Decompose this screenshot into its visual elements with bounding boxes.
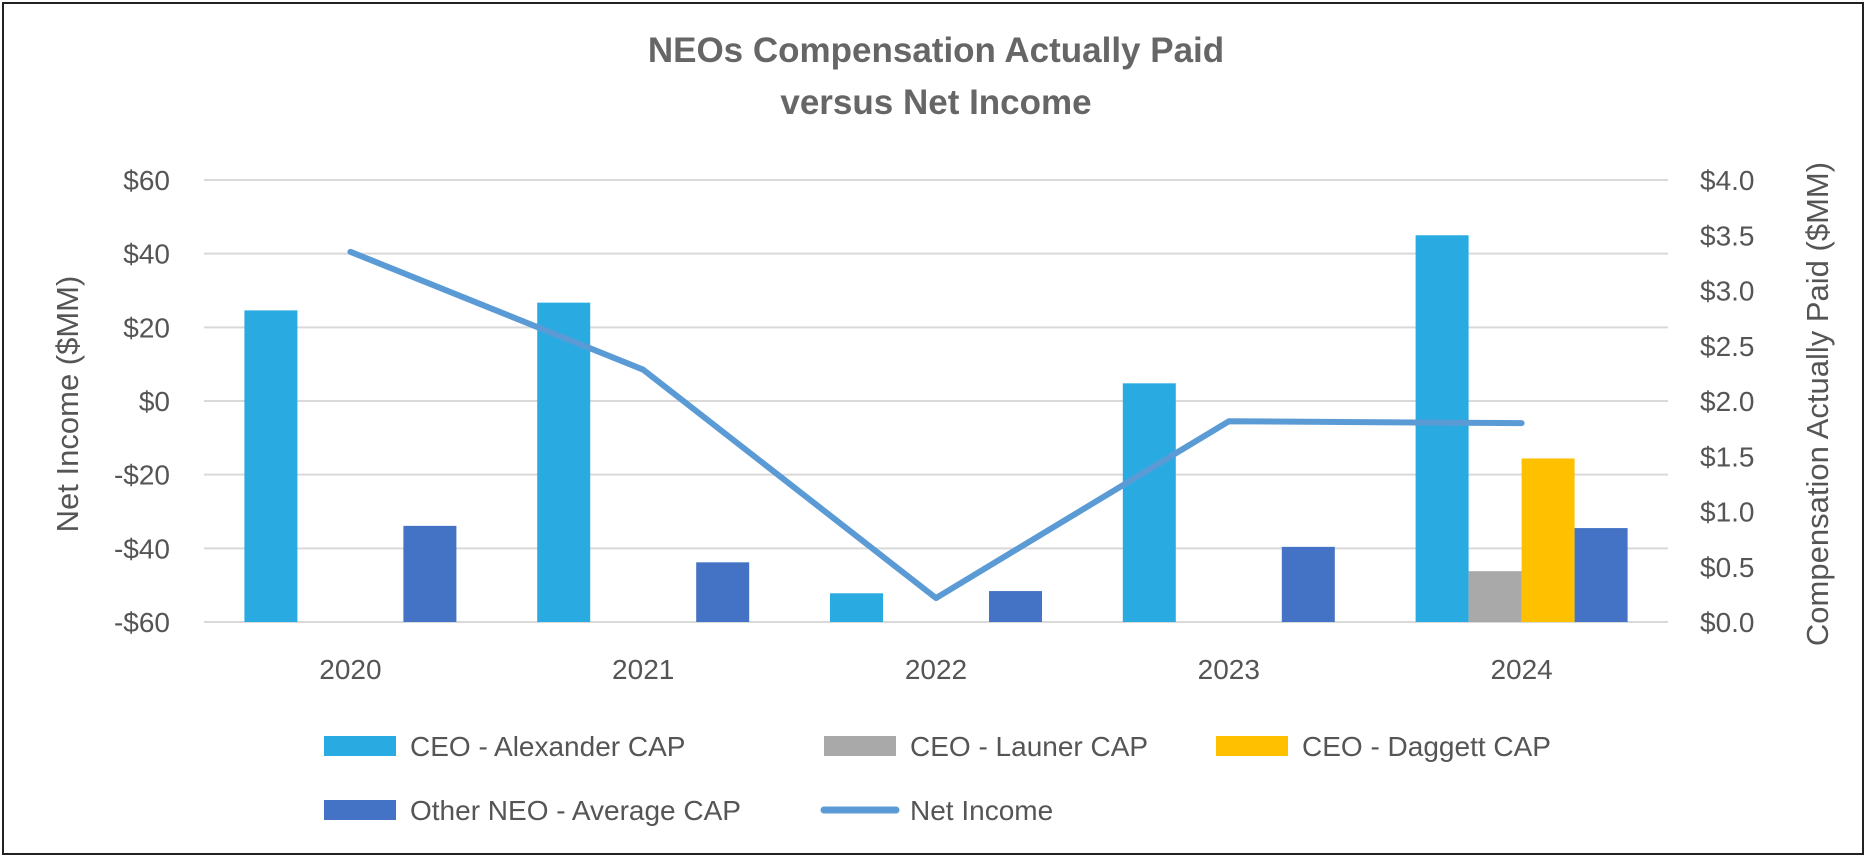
- right-tick-label: $2.5: [1700, 331, 1755, 362]
- bar-other-neo-average-cap-2023: [1281, 546, 1335, 622]
- right-tick-label: $3.5: [1700, 220, 1755, 251]
- right-axis-title: Compensation Actually Paid ($MM): [1800, 162, 1835, 646]
- left-tick-label: -$20: [114, 460, 170, 491]
- legend-swatch: [324, 736, 396, 756]
- bars: [244, 235, 1628, 622]
- left-tick-label: $20: [123, 312, 170, 343]
- net-income-line-path: [347, 248, 1525, 602]
- legend-label: CEO - Alexander CAP: [410, 731, 685, 762]
- left-tick-label: -$60: [114, 607, 170, 638]
- legend-swatch: [824, 736, 896, 756]
- bar-ceo-alexander-cap-2020: [244, 310, 298, 622]
- right-tick-label: $1.0: [1700, 497, 1755, 528]
- bar-ceo-alexander-cap-2024: [1415, 235, 1469, 622]
- legend-label: CEO - Daggett CAP: [1302, 731, 1551, 762]
- net-income-line: [347, 248, 1525, 602]
- left-axis-ticks: $60 $40 $20 $0 -$20 -$40 -$60: [114, 165, 170, 638]
- x-tick-label: 2024: [1490, 654, 1552, 685]
- right-tick-label: $0.0: [1700, 607, 1755, 638]
- legend-label: CEO - Launer CAP: [910, 731, 1148, 762]
- bar-ceo-launer-cap-2024: [1468, 571, 1522, 622]
- left-tick-label: $40: [123, 239, 170, 270]
- bar-ceo-alexander-cap-2022: [830, 593, 883, 622]
- legend-swatch: [1216, 736, 1288, 756]
- chart-title-line-2: versus Net Income: [780, 83, 1091, 122]
- bar-other-neo-average-cap-2021: [696, 562, 750, 622]
- right-axis-ticks: $4.0 $3.5 $3.0 $2.5 $2.0 $1.5 $1.0 $0.5 $0.0: [1700, 165, 1755, 638]
- right-tick-label: $1.5: [1700, 441, 1755, 472]
- left-axis-title: Net Income ($MM): [50, 276, 85, 533]
- legend-item: Net Income: [820, 795, 1053, 826]
- left-tick-label: $60: [123, 165, 170, 196]
- right-tick-label: $2.0: [1700, 386, 1755, 417]
- legend-label: Other NEO - Average CAP: [410, 795, 741, 826]
- bar-other-neo-average-cap-2020: [403, 525, 457, 622]
- legend-item: CEO - Daggett CAP: [1216, 731, 1551, 762]
- left-tick-label: -$40: [114, 533, 170, 564]
- legend-swatch: [324, 800, 396, 820]
- legend-item: CEO - Alexander CAP: [324, 731, 685, 762]
- bar-other-neo-average-cap-2022: [989, 591, 1042, 622]
- legend-item: CEO - Launer CAP: [824, 731, 1148, 762]
- x-axis-ticks: 2020 2021 2022 2023 2024: [319, 654, 1552, 685]
- bar-other-neo-average-cap-2024: [1574, 528, 1628, 622]
- right-tick-label: $3.0: [1700, 276, 1755, 307]
- right-tick-label: $0.5: [1700, 552, 1755, 583]
- x-tick-label: 2023: [1198, 654, 1260, 685]
- left-tick-label: $0: [139, 386, 170, 417]
- chart-canvas: NEOs Compensation Actually Paid versus N…: [50, 31, 1835, 826]
- chart-title-line-1: NEOs Compensation Actually Paid: [648, 31, 1224, 70]
- legend: CEO - Alexander CAP CEO - Launer CAP CEO -…: [324, 731, 1551, 826]
- legend-item: Other NEO - Average CAP: [324, 795, 741, 826]
- legend-label: Net Income: [910, 795, 1053, 826]
- x-tick-label: 2021: [612, 654, 674, 685]
- bar-ceo-daggett-cap-2024: [1521, 458, 1575, 622]
- x-tick-label: 2022: [905, 654, 967, 685]
- x-tick-label: 2020: [319, 654, 381, 685]
- bar-ceo-alexander-cap-2023: [1122, 383, 1176, 622]
- right-tick-label: $4.0: [1700, 165, 1755, 196]
- bar-ceo-alexander-cap-2021: [537, 302, 591, 622]
